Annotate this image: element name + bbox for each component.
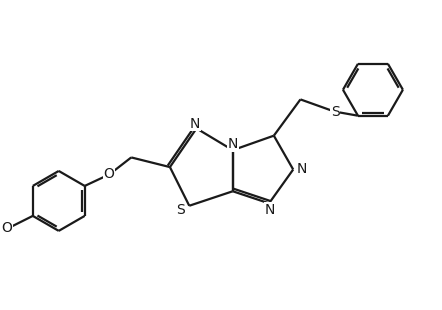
Text: N: N: [228, 137, 238, 151]
Text: O: O: [2, 221, 13, 236]
Text: S: S: [176, 203, 185, 217]
Text: N: N: [297, 162, 307, 175]
Text: S: S: [331, 105, 339, 119]
Text: N: N: [265, 203, 275, 217]
Text: O: O: [103, 167, 114, 181]
Text: N: N: [190, 117, 200, 131]
